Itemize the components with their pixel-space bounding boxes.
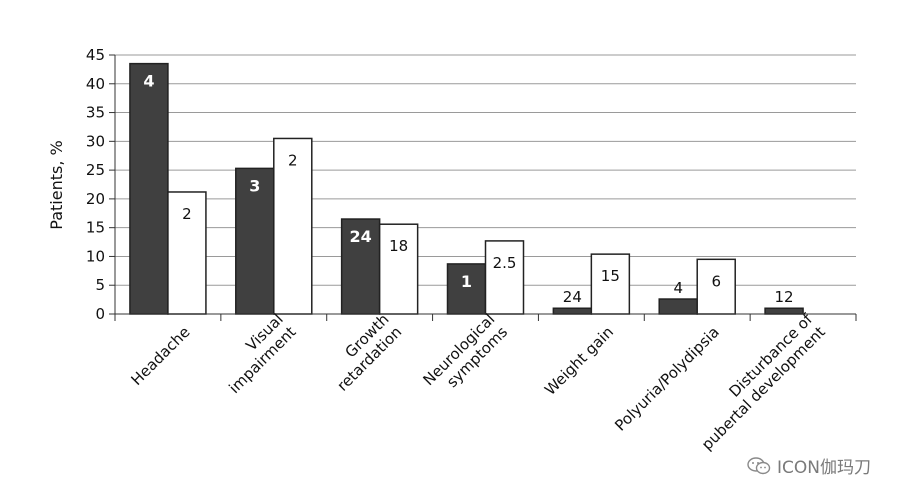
data-label: 15 bbox=[601, 267, 620, 285]
x-category-label: Neurologicalsymptoms bbox=[419, 310, 511, 402]
data-label: 18 bbox=[389, 237, 408, 255]
bar bbox=[235, 167, 275, 315]
wechat-icon bbox=[747, 456, 771, 474]
data-label: 2 bbox=[182, 205, 192, 223]
data-label: 12 bbox=[775, 288, 794, 306]
y-tick-label: 25 bbox=[86, 161, 105, 179]
data-label: 2 bbox=[288, 151, 298, 169]
data-label: 4 bbox=[673, 279, 683, 297]
data-label: 2.5 bbox=[493, 254, 517, 272]
y-tick-label: 0 bbox=[95, 305, 105, 323]
y-axis: 0 5 10 15 20 25 30 35 40 45 bbox=[86, 46, 116, 323]
x-axis: Headache Visualimpairment Growthretardatio… bbox=[114, 310, 857, 454]
y-tick-label: 15 bbox=[86, 219, 105, 237]
y-axis-label: Patients, % bbox=[47, 140, 66, 229]
y-tick-label: 35 bbox=[86, 104, 105, 122]
x-category-label: Growthretardation bbox=[321, 310, 405, 394]
y-tick-label: 30 bbox=[86, 132, 105, 150]
bar bbox=[696, 258, 736, 315]
y-tick-label: 10 bbox=[86, 247, 105, 265]
bar bbox=[658, 298, 698, 315]
data-label: 24 bbox=[563, 288, 582, 306]
x-category-label: Headache bbox=[128, 323, 194, 389]
data-label: 3 bbox=[249, 176, 260, 195]
watermark: ICON伽玛刀 bbox=[747, 453, 871, 478]
data-label: 6 bbox=[711, 272, 721, 290]
data-label: 1 bbox=[461, 272, 472, 291]
bar bbox=[590, 253, 631, 315]
bar bbox=[129, 62, 169, 315]
y-tick-label: 45 bbox=[86, 46, 105, 64]
bar bbox=[273, 137, 313, 315]
y-tick-label: 20 bbox=[86, 190, 105, 208]
bar bbox=[484, 240, 525, 315]
bar bbox=[552, 307, 593, 315]
data-label: 4 bbox=[143, 72, 154, 91]
watermark-text: ICON伽玛刀 bbox=[777, 458, 871, 478]
bar bbox=[378, 223, 419, 315]
x-category-label: Visualimpairment bbox=[213, 310, 300, 397]
y-tick-label: 5 bbox=[95, 276, 105, 294]
bar bbox=[764, 307, 804, 315]
bars: 4 2 3 2 24 18 1 2.5 24 15 4 6 12 bbox=[129, 62, 804, 315]
data-label: 24 bbox=[350, 227, 372, 246]
x-category-label: Weight gain bbox=[541, 323, 617, 399]
y-tick-label: 40 bbox=[86, 75, 105, 93]
x-category-label: Polyuria/Polydipsia bbox=[611, 323, 723, 435]
